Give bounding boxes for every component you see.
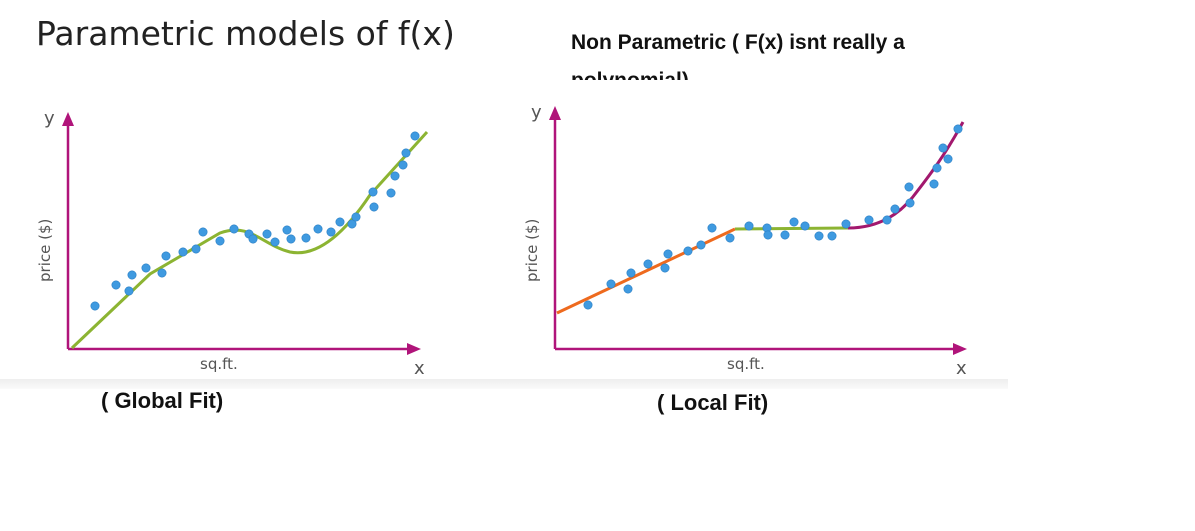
right-data-point <box>583 300 593 310</box>
right-data-point <box>953 124 963 134</box>
right-caption: ( Local Fit) <box>657 390 769 415</box>
left-data-point <box>301 233 311 243</box>
left-data-point <box>390 171 400 181</box>
right-data-point <box>660 263 670 273</box>
right-local-fit-segment-2 <box>734 226 849 231</box>
right-data-point <box>864 215 874 225</box>
left-data-point <box>111 280 121 290</box>
right-data-point <box>707 223 717 233</box>
left-data-point <box>248 234 258 244</box>
right-data-point <box>929 179 939 189</box>
right-data-point <box>890 204 900 214</box>
right-local-fit-segment-1 <box>556 227 736 315</box>
left-data-point <box>347 219 357 229</box>
left-data-point <box>262 229 272 239</box>
left-title: Parametric models of f(x) <box>36 14 455 53</box>
left-data-point <box>90 301 100 311</box>
right-data-point <box>905 198 915 208</box>
left-data-point <box>141 263 151 273</box>
right-data-point <box>789 217 799 227</box>
right-data-point <box>623 284 633 294</box>
left-data-point <box>369 202 379 212</box>
left-data-point <box>326 227 336 237</box>
right-data-point <box>683 246 693 256</box>
left-xlabel: sq.ft. <box>200 355 238 373</box>
right-x-letter: x <box>956 358 967 379</box>
left-data-point <box>157 268 167 278</box>
left-data-point <box>386 188 396 198</box>
right-plot: y x sq.ft. price ($) <box>523 102 967 379</box>
right-data-point <box>763 230 773 240</box>
right-local-fit-segment-3 <box>847 121 965 230</box>
right-data-point <box>696 240 706 250</box>
left-data-point <box>368 187 378 197</box>
right-data-point <box>606 279 616 289</box>
left-data-point <box>410 131 420 141</box>
left-x-letter: x <box>414 358 425 379</box>
right-data-point <box>882 215 892 225</box>
right-data-point <box>626 268 636 278</box>
left-ylabel: price ($) <box>36 219 54 282</box>
left-data-points <box>90 131 420 311</box>
right-data-point <box>841 219 851 229</box>
right-data-point <box>780 230 790 240</box>
left-data-point <box>198 227 208 237</box>
right-x-arrow-icon <box>953 343 967 355</box>
right-data-point <box>744 221 754 231</box>
right-data-point <box>814 231 824 241</box>
left-x-arrow-icon <box>407 343 421 355</box>
right-data-point <box>643 259 653 269</box>
right-data-point <box>800 221 810 231</box>
right-data-point <box>904 182 914 192</box>
left-data-point <box>178 247 188 257</box>
left-y-letter: y <box>44 108 55 129</box>
left-data-point <box>127 270 137 280</box>
left-data-point <box>191 244 201 254</box>
right-data-point <box>663 249 673 259</box>
right-data-point <box>725 233 735 243</box>
left-data-point <box>398 160 408 170</box>
left-data-point <box>161 251 171 261</box>
right-title: Non Parametric ( F(x) isnt really a poly… <box>571 31 905 80</box>
right-xlabel: sq.ft. <box>727 355 765 373</box>
left-data-point <box>401 148 411 158</box>
left-data-point <box>351 212 361 222</box>
left-y-arrow-icon <box>62 112 74 126</box>
right-data-point <box>938 143 948 153</box>
right-data-point <box>932 163 942 173</box>
left-data-point <box>282 225 292 235</box>
right-data-point <box>943 154 953 164</box>
left-data-point <box>270 237 280 247</box>
left-caption: ( Global Fit) <box>101 388 224 413</box>
left-data-point <box>335 217 345 227</box>
right-data-points <box>583 124 963 310</box>
right-y-letter: y <box>531 102 542 123</box>
right-data-point <box>827 231 837 241</box>
divider-band <box>0 379 1008 389</box>
right-ylabel: price ($) <box>523 219 541 282</box>
left-data-point <box>124 286 134 296</box>
left-data-point <box>313 224 323 234</box>
left-data-point <box>286 234 296 244</box>
right-y-arrow-icon <box>549 106 561 120</box>
left-data-point <box>215 236 225 246</box>
left-plot: y x sq.ft. price ($) <box>36 108 429 379</box>
left-data-point <box>229 224 239 234</box>
